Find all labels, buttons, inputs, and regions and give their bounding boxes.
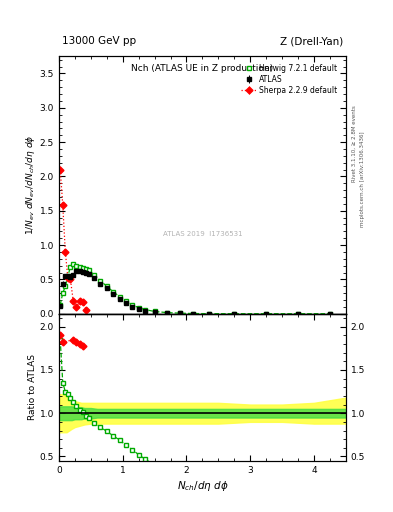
Herwig 7.2.1 default (77, 264, 82, 270)
Line: Herwig 7.2.1 default: Herwig 7.2.1 default (58, 262, 332, 316)
Herwig 7.2.1 default (68, 264, 73, 270)
Text: 13000 GeV pp: 13000 GeV pp (62, 36, 136, 46)
Herwig 7.2.1 default (63, 283, 68, 289)
Herwig 7.2.1 default (87, 267, 92, 273)
X-axis label: $N_{ch}/d\eta\ d\phi$: $N_{ch}/d\eta\ d\phi$ (176, 479, 228, 493)
Herwig 7.2.1 default (136, 305, 141, 311)
Herwig 7.2.1 default (111, 289, 116, 295)
Herwig 7.2.1 default (327, 311, 332, 317)
Text: Z (Drell-Yan): Z (Drell-Yan) (280, 36, 343, 46)
Herwig 7.2.1 default (264, 311, 268, 317)
Text: mcplots.cern.ch [arXiv:1306.3436]: mcplots.cern.ch [arXiv:1306.3436] (360, 132, 365, 227)
Herwig 7.2.1 default (61, 290, 65, 296)
Herwig 7.2.1 default (98, 278, 103, 284)
Herwig 7.2.1 default (296, 311, 300, 317)
Herwig 7.2.1 default (84, 266, 88, 272)
Herwig 7.2.1 default (105, 283, 109, 289)
Herwig 7.2.1 default (143, 307, 147, 313)
Herwig 7.2.1 default (123, 298, 128, 304)
Herwig 7.2.1 default (152, 308, 157, 314)
Herwig 7.2.1 default (178, 310, 182, 316)
Text: ATLAS 2019  I1736531: ATLAS 2019 I1736531 (163, 231, 242, 238)
Herwig 7.2.1 default (191, 310, 195, 316)
Herwig 7.2.1 default (165, 310, 170, 316)
Herwig 7.2.1 default (58, 302, 62, 308)
Y-axis label: Ratio to ATLAS: Ratio to ATLAS (28, 354, 37, 420)
Herwig 7.2.1 default (71, 261, 75, 267)
Herwig 7.2.1 default (206, 311, 211, 317)
Herwig 7.2.1 default (92, 271, 96, 278)
Herwig 7.2.1 default (66, 273, 70, 279)
Herwig 7.2.1 default (81, 265, 85, 271)
Herwig 7.2.1 default (117, 293, 122, 300)
Herwig 7.2.1 default (74, 263, 79, 269)
Y-axis label: $1/N_{ev}\ dN_{ev}/dN_{ch}/d\eta\ d\phi$: $1/N_{ev}\ dN_{ev}/dN_{ch}/d\eta\ d\phi$ (24, 135, 37, 235)
Legend: Herwig 7.2.1 default, ATLAS, Sherpa 2.2.9 default: Herwig 7.2.1 default, ATLAS, Sherpa 2.2.… (239, 62, 339, 97)
Text: Rivet 3.1.10, ≥ 2.8M events: Rivet 3.1.10, ≥ 2.8M events (352, 105, 357, 182)
Herwig 7.2.1 default (130, 302, 135, 308)
Text: Nch (ATLAS UE in Z production): Nch (ATLAS UE in Z production) (131, 64, 274, 73)
Herwig 7.2.1 default (232, 311, 237, 317)
